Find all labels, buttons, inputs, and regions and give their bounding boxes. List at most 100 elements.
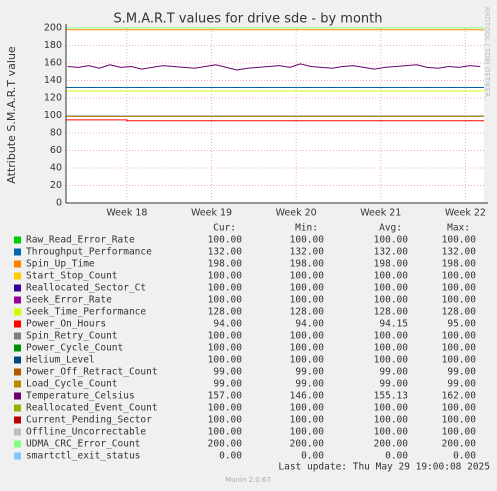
y-axis-label: Attribute S.M.A.R.T value bbox=[5, 46, 18, 184]
x-tick-label: Week 18 bbox=[106, 208, 147, 219]
legend-name: UDMA_CRC_Error_Count bbox=[26, 439, 140, 450]
legend-stat: 100.00 bbox=[208, 283, 243, 294]
legend-stat: 99.00 bbox=[379, 367, 408, 378]
x-tick-label: Week 19 bbox=[191, 208, 232, 219]
y-tick-label: 120 bbox=[44, 93, 62, 104]
version: Munin 2.0.67 bbox=[225, 476, 271, 484]
legend-stat: 198.00 bbox=[208, 259, 243, 270]
legend-stat: 100.00 bbox=[442, 283, 477, 294]
y-tick-label: 200 bbox=[44, 23, 62, 34]
series-line bbox=[67, 63, 481, 71]
legend-stat: 0.00 bbox=[219, 451, 242, 462]
series-line bbox=[66, 119, 484, 122]
legend-swatch bbox=[14, 452, 21, 460]
legend-name: Reallocated_Event_Count bbox=[26, 403, 158, 414]
y-tick-label: 160 bbox=[44, 58, 62, 69]
legend-header: Max: bbox=[447, 223, 470, 234]
legend-stat: 100.00 bbox=[374, 235, 409, 246]
legend-swatch bbox=[14, 296, 21, 304]
legend-stat: 100.00 bbox=[208, 271, 243, 282]
legend-swatch bbox=[14, 356, 21, 364]
legend-stat: 99.00 bbox=[213, 367, 242, 378]
legend-stat: 100.00 bbox=[290, 355, 325, 366]
legend-swatch bbox=[14, 344, 21, 352]
legend-stat: 100.00 bbox=[374, 331, 409, 342]
chart-title: S.M.A.R.T values for drive sde - by mont… bbox=[113, 12, 382, 27]
legend-stat: 128.00 bbox=[290, 307, 325, 318]
legend-stat: 162.00 bbox=[442, 391, 477, 402]
legend-stat: 100.00 bbox=[442, 235, 477, 246]
legend-stat: 100.00 bbox=[374, 427, 409, 438]
y-tick-label: 0 bbox=[56, 198, 62, 209]
legend-name: Spin_Up_Time bbox=[26, 259, 95, 270]
legend-stat: 100.00 bbox=[208, 415, 243, 426]
legend-header: Avg: bbox=[379, 223, 402, 234]
legend-swatch bbox=[14, 260, 21, 268]
legend-stat: 200.00 bbox=[374, 439, 409, 450]
legend-stat: 155.13 bbox=[374, 391, 408, 402]
legend-stat: 94.00 bbox=[213, 319, 242, 330]
side-label: RRDTOOL / TOBI OETIKER bbox=[483, 7, 491, 97]
legend-stat: 100.00 bbox=[374, 415, 409, 426]
legend-stat: 100.00 bbox=[442, 403, 477, 414]
legend-swatch bbox=[14, 440, 21, 448]
legend-name: Current_Pending_Sector bbox=[26, 415, 152, 426]
legend-swatch bbox=[14, 272, 21, 280]
legend-stat: 128.00 bbox=[442, 307, 477, 318]
legend-stat: 0.00 bbox=[453, 451, 476, 462]
legend-stat: 198.00 bbox=[442, 259, 477, 270]
legend-stat: 100.00 bbox=[442, 295, 477, 306]
legend-name: Load_Cycle_Count bbox=[26, 379, 118, 390]
legend-stat: 157.00 bbox=[208, 391, 243, 402]
legend-stat: 99.00 bbox=[213, 379, 242, 390]
legend-swatch bbox=[14, 428, 21, 436]
legend-name: Helium_Level bbox=[26, 355, 95, 366]
legend-stat: 100.00 bbox=[208, 355, 243, 366]
legend-name: Throughput_Performance bbox=[26, 247, 152, 258]
legend-name: Temperature_Celsius bbox=[26, 391, 135, 402]
legend-name: Start_Stop_Count bbox=[26, 271, 118, 282]
legend-stat: 128.00 bbox=[374, 307, 409, 318]
y-tick-label: 40 bbox=[50, 163, 62, 174]
legend-stat: 100.00 bbox=[290, 295, 325, 306]
y-tick-label: 180 bbox=[44, 40, 62, 51]
legend-name: Seek_Time_Performance bbox=[26, 307, 146, 318]
legend-swatch bbox=[14, 416, 21, 424]
legend-name: Power_On_Hours bbox=[26, 319, 106, 330]
legend-stat: 99.00 bbox=[295, 367, 324, 378]
x-tick-label: Week 21 bbox=[360, 208, 401, 219]
legend-stat: 100.00 bbox=[374, 403, 409, 414]
legend-name: smartctl_exit_status bbox=[26, 451, 140, 462]
legend-stat: 100.00 bbox=[442, 343, 477, 354]
legend-stat: 132.00 bbox=[374, 247, 409, 258]
y-tick-label: 140 bbox=[44, 75, 62, 86]
legend-name: Reallocated_Sector_Ct bbox=[26, 283, 146, 294]
legend-stat: 198.00 bbox=[374, 259, 409, 270]
legend-stat: 100.00 bbox=[290, 403, 325, 414]
legend-stat: 100.00 bbox=[442, 427, 477, 438]
legend-stat: 146.00 bbox=[290, 391, 325, 402]
legend-stat: 200.00 bbox=[290, 439, 325, 450]
y-tick-label: 100 bbox=[44, 110, 62, 121]
legend-stat: 0.00 bbox=[385, 451, 408, 462]
x-tick-label: Week 20 bbox=[276, 208, 317, 219]
legend-stat: 128.00 bbox=[208, 307, 243, 318]
legend-swatch bbox=[14, 308, 21, 316]
legend-swatch bbox=[14, 236, 21, 244]
legend-swatch bbox=[14, 404, 21, 412]
legend-stat: 100.00 bbox=[290, 271, 325, 282]
legend-stat: 100.00 bbox=[290, 343, 325, 354]
legend-name: Spin_Retry_Count bbox=[26, 331, 118, 342]
legend-stat: 94.15 bbox=[379, 319, 408, 330]
legend-stat: 198.00 bbox=[290, 259, 325, 270]
legend-stat: 100.00 bbox=[208, 343, 243, 354]
legend-stat: 100.00 bbox=[374, 295, 409, 306]
legend-stat: 100.00 bbox=[290, 235, 325, 246]
legend-stat: 200.00 bbox=[208, 439, 243, 450]
legend-stat: 100.00 bbox=[208, 295, 243, 306]
legend-stat: 100.00 bbox=[442, 355, 477, 366]
legend-stat: 100.00 bbox=[442, 271, 477, 282]
legend-stat: 100.00 bbox=[290, 331, 325, 342]
legend-swatch bbox=[14, 332, 21, 340]
legend-stat: 132.00 bbox=[290, 247, 325, 258]
